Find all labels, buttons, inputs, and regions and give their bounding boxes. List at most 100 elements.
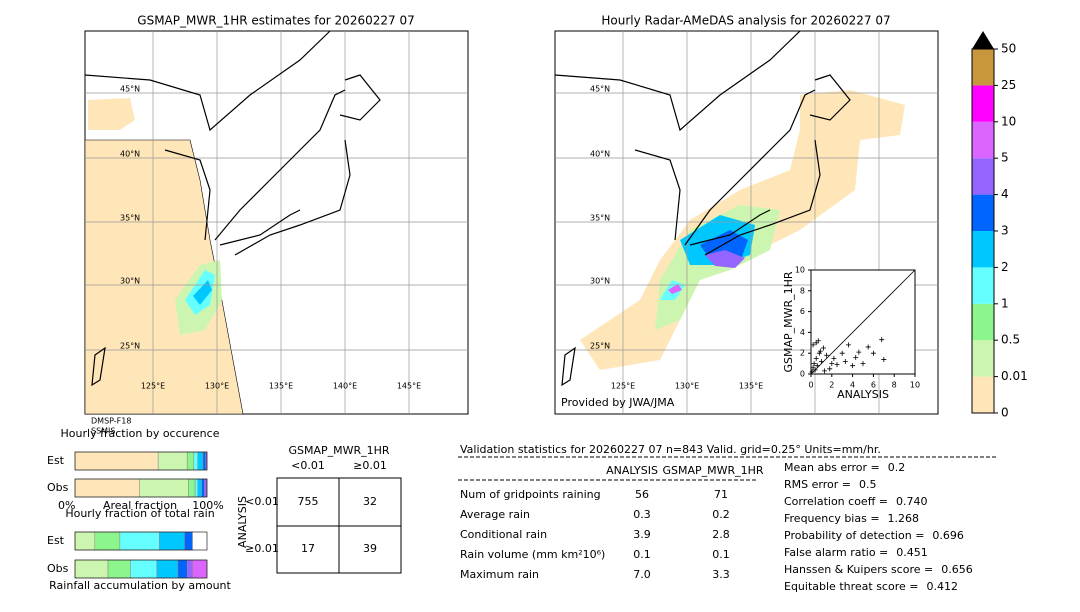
row-header: <0.01 (245, 495, 279, 508)
scatter-point (820, 345, 826, 351)
fraction-segment (156, 559, 179, 579)
lat-label: 30°N (590, 277, 610, 286)
row-label: Obs (47, 481, 69, 494)
colorbar-segment (972, 49, 994, 86)
fraction-segment (204, 478, 208, 498)
sensor-label: SSMIS (91, 427, 116, 436)
lon-label: 125°E (141, 382, 165, 391)
score-label: Correlation coeff = (784, 495, 888, 508)
colorbar-label: 1 (1001, 296, 1009, 310)
colorbar-segment (972, 376, 994, 413)
right-map (554, 30, 939, 415)
stat-value: 3.9 (633, 528, 651, 541)
fraction-segment (194, 478, 199, 498)
stat-label: Maximum rain (460, 568, 539, 581)
x-tick-label: 6 (871, 381, 876, 390)
y-tick-label: 6 (800, 307, 805, 316)
colorbar-label: 3 (1001, 224, 1009, 238)
score-label: Probability of detection = (784, 529, 924, 542)
lat-label: 40°N (120, 150, 140, 159)
lat-label: 45°N (590, 85, 610, 94)
scatter-point (853, 354, 859, 360)
row-label: Est (47, 454, 65, 467)
fraction-segment (159, 531, 185, 551)
score-value: 0.740 (896, 495, 928, 508)
row-title: ANALYSIS (236, 496, 249, 548)
stat-value: 56 (635, 488, 649, 501)
colorbar-label: 0.01 (1001, 369, 1028, 383)
fraction-segment (197, 451, 204, 471)
lat-label: 30°N (120, 277, 140, 286)
map-title: GSMAP_MWR_1HR estimates for 20260227 07 (137, 14, 414, 28)
table-cell: 39 (363, 542, 377, 555)
colorbar-segment (972, 303, 994, 341)
scatter-point (879, 337, 885, 343)
y-axis-label: GSMAP_MWR_1HR (782, 271, 795, 372)
score-value: 1.268 (888, 512, 920, 525)
scatter-point (850, 363, 856, 369)
fraction-segment (177, 559, 188, 579)
score-value: 0.412 (926, 580, 958, 593)
lon-label: 145°E (397, 382, 421, 391)
fraction-segment (119, 531, 160, 551)
scatter-point (811, 361, 817, 367)
y-tick-label: 2 (800, 349, 805, 358)
fraction-segment (201, 478, 205, 498)
colorbar-label: 0.5 (1001, 333, 1020, 347)
score-label: RMS error = (784, 478, 851, 491)
stat-value: 3.3 (712, 568, 730, 581)
y-tick-label: 10 (795, 266, 805, 275)
scatter-point (813, 355, 819, 361)
scatter-point (827, 366, 833, 372)
column-header: ≥0.01 (353, 459, 387, 472)
scatter-point (824, 352, 830, 358)
bar-frame (74, 451, 208, 471)
fraction-title: Hourly fraction by occurence (61, 427, 220, 440)
lon-label: 130°E (675, 382, 699, 391)
x-axis-label: ANALYSIS (837, 388, 889, 401)
column-header: ANALYSIS (606, 464, 658, 477)
table-cell: 755 (298, 495, 319, 508)
stat-value: 2.8 (712, 528, 730, 541)
fraction-title: Hourly fraction of total rain (65, 507, 214, 520)
stat-value: 71 (714, 488, 728, 501)
fraction-segment (107, 559, 131, 579)
fraction-segment (197, 478, 202, 498)
x-tick-label: 0 (808, 381, 813, 390)
x-tick-label: 8 (892, 381, 897, 390)
fraction-segment (202, 451, 206, 471)
score-label: Equitable threat score = (784, 580, 918, 593)
lat-label: 40°N (590, 150, 610, 159)
stat-value: 0.1 (633, 548, 651, 561)
fraction-segment (139, 478, 189, 498)
fraction-segment (192, 559, 208, 579)
fraction-segment (184, 531, 193, 551)
lon-label: 135°E (269, 382, 293, 391)
lat-label: 25°N (120, 342, 140, 351)
y-tick-label: 0 (800, 370, 805, 379)
colorbar-segment (972, 158, 994, 195)
left-map (84, 30, 469, 415)
scatter-point (845, 342, 851, 348)
lat-label: 35°N (590, 214, 610, 223)
row-header: ≥0.01 (245, 542, 279, 555)
fraction-segment (188, 478, 196, 498)
score-label: Hanssen & Kuipers score = (784, 563, 933, 576)
scatter-point (829, 361, 835, 367)
scatter-point (810, 365, 816, 371)
y-tick-label: 8 (800, 286, 805, 295)
scatter-point (813, 340, 819, 346)
colorbar-label: 2 (1001, 260, 1009, 274)
stat-label: Num of gridpoints raining (460, 488, 601, 501)
fraction-segment (74, 478, 140, 498)
score-label: Mean abs error = (784, 461, 880, 474)
lat-label: 45°N (120, 85, 140, 94)
axis-label: Areal fraction (103, 499, 177, 512)
score-label: Frequency bias = (784, 512, 880, 525)
map-title: Hourly Radar-AMeDAS analysis for 2026022… (601, 14, 890, 28)
scatter-point (810, 342, 816, 348)
colorbar-label: 5 (1001, 151, 1009, 165)
colorbar-label: 4 (1001, 187, 1009, 201)
axis-label: Rainfall accumulation by amount (49, 579, 231, 592)
